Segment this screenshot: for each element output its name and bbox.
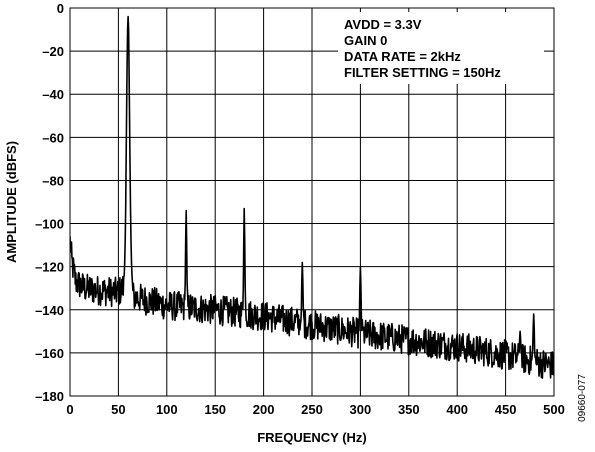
annotation-line-2: GAIN 0 (344, 33, 387, 48)
y-tick-label: –80 (42, 173, 64, 188)
x-tick-label: 150 (204, 402, 226, 417)
annotation-box: AVDD = 3.3V GAIN 0 DATA RATE = 2kHz FILT… (338, 12, 544, 84)
y-axis-title: AMPLITUDE (dBFS) (4, 141, 19, 263)
x-tick-label: 500 (543, 402, 565, 417)
y-tick-label: –60 (42, 130, 64, 145)
plot-frame (69, 7, 555, 397)
figure-code: 09660-077 (577, 374, 588, 422)
y-tick-labels: 0 –20 –40 –60 –80 –100 –120 –140 –160 –180 (35, 1, 64, 404)
y-tick-label: –160 (35, 346, 64, 361)
annotation-line-1: AVDD = 3.3V (344, 17, 422, 32)
series-line (70, 15, 554, 379)
y-tick-label: –120 (35, 260, 64, 275)
x-tick-label: 0 (66, 402, 73, 417)
y-tick-label: –140 (35, 303, 64, 318)
y-tick-label: –20 (42, 44, 64, 59)
y-tick-label: 0 (57, 1, 64, 16)
series-layer (70, 15, 554, 379)
x-tick-label: 200 (253, 402, 275, 417)
y-tick-label: –100 (35, 217, 64, 232)
x-tick-label: 350 (398, 402, 420, 417)
x-tick-labels: 0 50 100 150 200 250 300 350 400 450 500 (66, 402, 564, 417)
x-tick-label: 250 (301, 402, 323, 417)
y-tick-label: –180 (35, 389, 64, 404)
x-tick-label: 450 (495, 402, 517, 417)
x-tick-label: 100 (156, 402, 178, 417)
x-tick-label: 50 (111, 402, 125, 417)
y-tick-label: –40 (42, 87, 64, 102)
x-tick-label: 300 (350, 402, 372, 417)
annotation-line-3: DATA RATE = 2kHz (344, 49, 461, 64)
annotation-line-4: FILTER SETTING = 150Hz (344, 65, 501, 80)
x-axis-title: FREQUENCY (Hz) (257, 430, 367, 445)
x-tick-label: 400 (446, 402, 468, 417)
